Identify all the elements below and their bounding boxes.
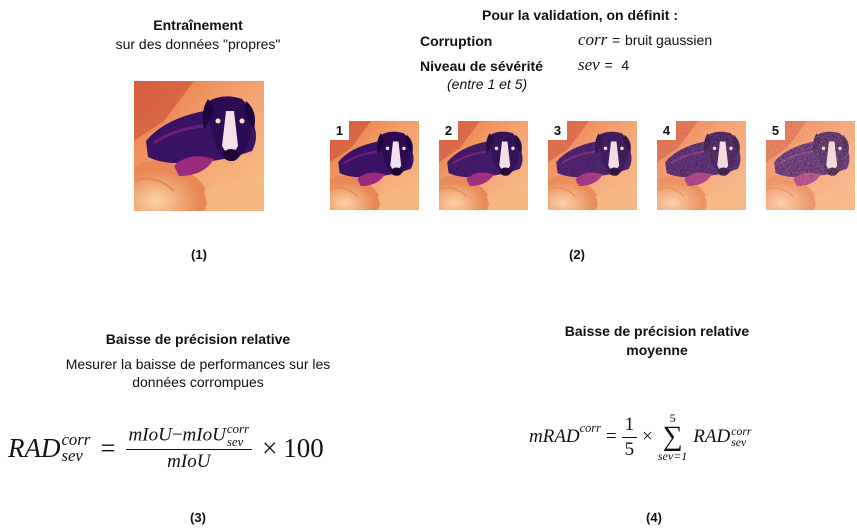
mrad-sum-symbol: ∑ <box>662 420 683 452</box>
rad-times: × <box>262 432 278 463</box>
mrad-frac-num: 1 <box>621 414 638 438</box>
severity-image-3: 3 <box>548 121 637 210</box>
caption-3: (3) <box>190 510 206 525</box>
rad-numerator: mIoU−mIoU corr sev <box>125 421 253 450</box>
severity-eq: = <box>604 57 613 73</box>
severity-definition: sev = 4 <box>578 55 629 75</box>
rad-title: Baisse de précision relative <box>105 331 291 347</box>
rad-lhs-sup: corr <box>61 430 91 450</box>
caption-4: (4) <box>646 510 662 525</box>
rad-desc-line2: données corrompues <box>132 374 264 390</box>
training-subtitle: sur des données "propres" <box>115 36 281 52</box>
corruption-label: Corruption <box>420 33 493 49</box>
validation-title: Pour la validation, on définit : <box>481 7 678 23</box>
rad-denominator: mIoU <box>167 450 211 472</box>
mrad-rhs-sup: corr <box>731 424 752 438</box>
rad-fraction: mIoU−mIoU corr sev mIoU <box>125 421 253 473</box>
rad-num-sup: corr <box>226 421 250 437</box>
rad-desc-line1: Mesurer la baisse de performances sur le… <box>65 356 331 372</box>
rad-lhs-supsub: corr sev <box>61 430 91 465</box>
mrad-rhs-supsub: corr sev <box>731 424 752 449</box>
mrad-formula: mRAD corr = 1 5 × 5 ∑ sev=1 RAD corr sev <box>529 405 751 469</box>
severity-badge-5: 5 <box>766 121 785 140</box>
severity-range: (entre 1 et 5) <box>447 76 528 92</box>
rad-lhs: RAD <box>8 432 61 463</box>
rad-num-a: mIoU <box>128 424 172 446</box>
corruption-eq: = <box>612 32 621 48</box>
mrad-frac-den: 5 <box>624 438 635 460</box>
corruption-definition: corr = bruit gaussien <box>578 30 712 50</box>
severity-label: Niveau de sévérité <box>420 58 543 74</box>
mrad-lhs: mRAD <box>529 426 580 447</box>
mrad-sum-top: 5 <box>669 410 676 425</box>
mrad-times: × <box>642 426 653 447</box>
training-image <box>134 81 264 211</box>
severity-image-2: 2 <box>439 121 528 210</box>
mrad-sum: 5 ∑ sev=1 <box>658 412 687 463</box>
mrad-title-line1: Baisse de précision relative <box>564 323 750 339</box>
mrad-rhs: RAD <box>693 426 731 447</box>
corruption-symbol: corr <box>578 30 608 49</box>
rad-eq: = <box>100 432 116 463</box>
mrad-title-line2: moyenne <box>626 342 688 358</box>
rad-formula: RAD corr sev = mIoU−mIoU corr sev mIoU × 1… <box>8 418 324 478</box>
severity-value: 4 <box>621 57 630 73</box>
corruption-value: bruit gaussien <box>624 32 713 48</box>
training-title: Entraînement <box>153 17 243 33</box>
rad-num-b: mIoU <box>182 424 226 446</box>
caption-1: (1) <box>191 247 207 262</box>
severity-badge-4: 4 <box>657 121 676 140</box>
rad-minus: − <box>171 424 183 446</box>
mrad-lhs-sup: corr <box>579 420 601 435</box>
severity-badge-3: 3 <box>548 121 567 140</box>
severity-symbol: sev <box>578 55 600 74</box>
severity-image-5: 5 <box>766 121 855 210</box>
severity-image-1: 1 <box>330 121 419 210</box>
rad-lhs-sub: sev <box>61 446 83 465</box>
mrad-sum-bottom: sev=1 <box>657 449 688 464</box>
rad-num-sub: sev <box>226 433 244 449</box>
mrad-fraction: 1 5 <box>621 414 638 461</box>
severity-badge-1: 1 <box>330 121 349 140</box>
rad-num-supsub: corr sev <box>226 421 250 449</box>
mrad-rhs-sub: sev <box>731 436 747 449</box>
mrad-eq: = <box>605 426 617 447</box>
rad-factor: 100 <box>283 432 324 463</box>
severity-badge-2: 2 <box>439 121 458 140</box>
caption-2: (2) <box>569 247 585 262</box>
severity-image-4: 4 <box>657 121 746 210</box>
